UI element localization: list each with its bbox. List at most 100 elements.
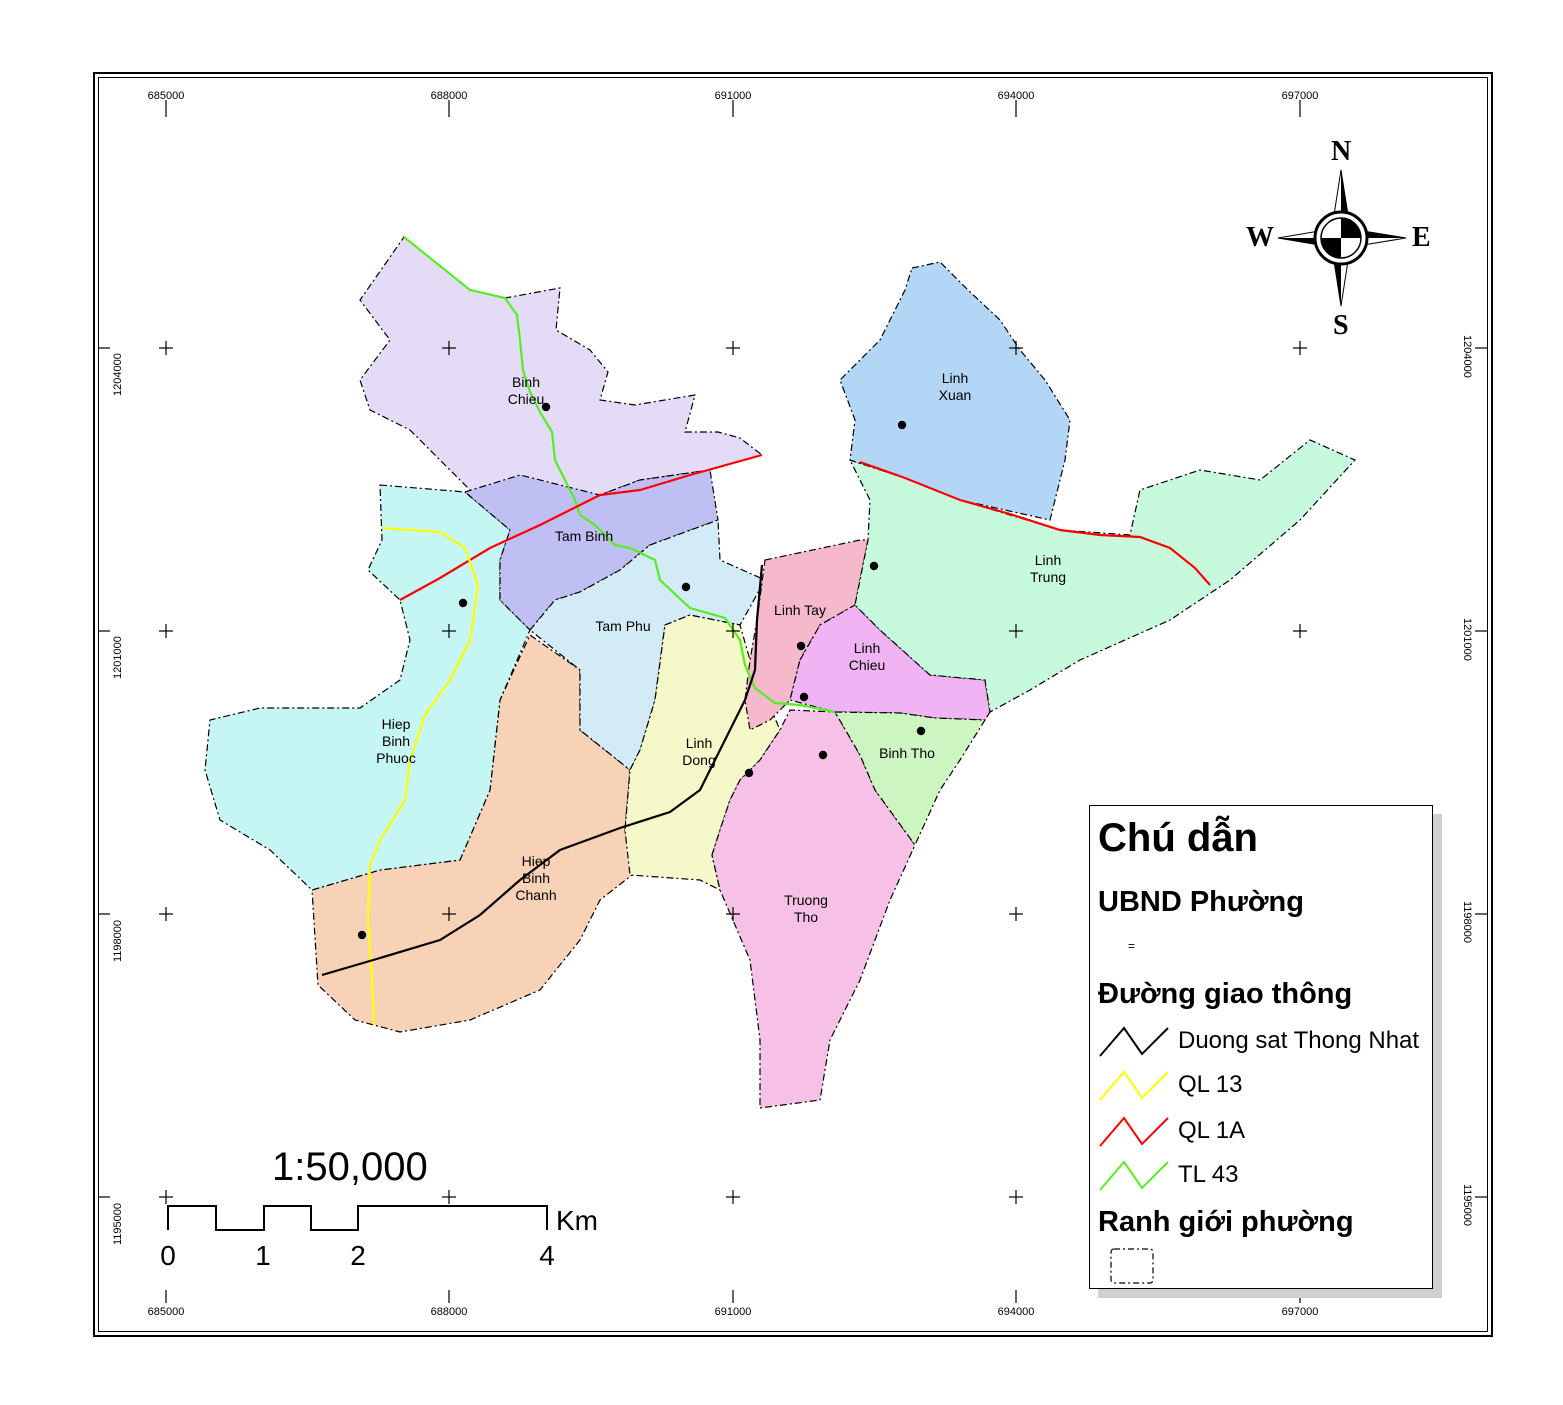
compass-inner-ring [1320,217,1362,259]
legend-roads-heading: Đường giao thông [1098,978,1353,1010]
grid-cross-0-2 [159,907,173,921]
legend-title: Chú dẫn [1098,816,1258,860]
office-marker-icon: = [1128,939,1136,953]
ward-office-marker-5 [869,561,879,571]
ward-office-marker-10 [744,768,754,778]
compass-rose [1277,169,1407,307]
scale-label-4: 4 [539,1240,555,1271]
x-tick-bottom-1: 685000 [147,1306,185,1318]
ward-office-marker-1 [541,402,551,412]
grid-cross-2-1 [726,624,740,638]
x-tick-top-3: 691000 [714,90,752,102]
ward-office-marker-8 [916,726,926,736]
x-tick-bottom-3: 691000 [714,1306,752,1318]
scale-bar [167,1205,548,1231]
y-tick-right-1: 1204000 [1461,335,1473,378]
map-frame-outer [93,72,1493,1337]
grid-cross-1-2 [442,907,456,921]
ward-label-tam-binh: Tam Binh [554,528,614,544]
grid-cross-1-1 [442,624,456,638]
x-tick-bottom-4: 694000 [997,1306,1035,1318]
scale-unit: Km [556,1205,598,1236]
grid-cross-1-3 [442,1190,456,1204]
scale-label-2: 2 [350,1240,366,1271]
scale-label-1: 1 [255,1240,271,1271]
x-tick-bottom-2: 688000 [430,1306,468,1318]
ward-office-marker-7 [799,692,809,702]
ward-office-marker-11 [357,930,367,940]
grid-cross-0-0 [159,341,173,355]
grid-cross-2-2 [726,907,740,921]
scale-bar-segments [167,1205,548,1231]
y-tick-left-4: 1195000 [112,1202,124,1245]
road-ql1a-west [399,453,763,601]
grid-cross-3-1 [1009,624,1023,638]
y-tick-left-2: 1201000 [112,636,124,679]
tl43-line-icon [1099,1160,1169,1191]
legend: Chú dẫn UBND Phường = Đường giao thông D… [1089,805,1433,1289]
grid-cross-0-1 [159,624,173,638]
scale-label-0: 0 [160,1240,176,1271]
ward-label-truong-tho: Truong Tho [784,892,828,925]
compass-east-label: E [1412,222,1431,253]
boundary-symbol-icon [1110,1248,1154,1284]
ward-office-marker-6 [796,641,806,651]
ward-label-binh-tho: Binh Tho [879,745,935,761]
y-tick-left-1: 1204000 [112,353,124,396]
ward-area-binh-chieu [359,236,764,511]
ward-label-linh-dong: Linh Dong [682,735,716,768]
grid-cross-3-0 [1009,341,1023,355]
legend-road-ql13: QL 13 [1178,1071,1243,1098]
scale-ratio: 1:50,000 [272,1145,428,1189]
grid-cross-4-1 [1293,624,1307,638]
grid-cross-2-3 [726,1190,740,1204]
map-frame-inner [98,77,1488,1332]
ward-label-binh-chieu: Binh Chieu [507,374,545,407]
ward-label-hiep-binh-phuoc: Hiep Binh Phuoc [376,716,416,766]
legend-office-heading: UBND Phường [1098,886,1304,918]
ward-area-binh-tho [833,711,987,847]
compass-quad-sw [1321,238,1341,258]
ward-label-linh-trung: Linh Trung [1029,552,1067,585]
grid-cross-3-2 [1009,907,1023,921]
x-tick-top-4: 694000 [997,90,1035,102]
legend-boundary-heading: Ranh giới phường [1098,1206,1354,1238]
road-ql1a-east [859,460,1211,586]
x-tick-top-2: 688000 [430,90,468,102]
grid-cross-3-3 [1009,1190,1023,1204]
ward-label-linh-tay: Linh Tay [774,602,826,618]
ward-office-marker-3 [458,598,468,608]
compass-south-label: S [1333,310,1349,341]
x-tick-bottom-5: 697000 [1281,1306,1319,1318]
road-ql13 [366,526,480,1026]
compass-west-label: W [1246,222,1274,253]
y-tick-right-2: 1201000 [1461,618,1473,661]
ward-office-marker-2 [897,420,907,430]
grid-cross-0-3 [159,1190,173,1204]
y-tick-right-3: 1198000 [1461,901,1473,944]
ql13-line-icon [1099,1070,1169,1101]
grid-cross-1-0 [442,341,456,355]
ward-area-linh-xuan [839,261,1071,521]
y-tick-right-4: 1195000 [1461,1184,1473,1227]
road-tl43 [403,236,836,714]
ward-label-hiep-binh-chanh: Hiep Binh Chanh [515,853,557,903]
ward-area-hiep-binh-phuoc [204,484,531,891]
x-tick-top-1: 685000 [147,90,185,102]
legend-road-ql1a: QL 1A [1178,1117,1246,1144]
railway-line-icon [1099,1026,1169,1057]
ward-office-marker-9 [818,750,828,760]
ward-office-marker-4 [681,582,691,592]
x-tick-top-5: 697000 [1281,90,1319,102]
grid-cross-2-0 [726,341,740,355]
compass-north-label: N [1331,136,1352,167]
legend-road-railway: Duong sat Thong Nhat [1178,1027,1420,1054]
compass-quad-ne [1341,218,1361,238]
ward-label-tam-phu: Tam Phu [595,618,651,634]
ward-label-linh-xuan: Linh Xuan [938,370,972,403]
grid-cross-4-0 [1293,341,1307,355]
ward-area-linh-trung [848,439,1357,713]
legend-road-tl43: TL 43 [1178,1161,1239,1188]
ward-label-linh-chieu: Linh Chieu [848,640,886,673]
